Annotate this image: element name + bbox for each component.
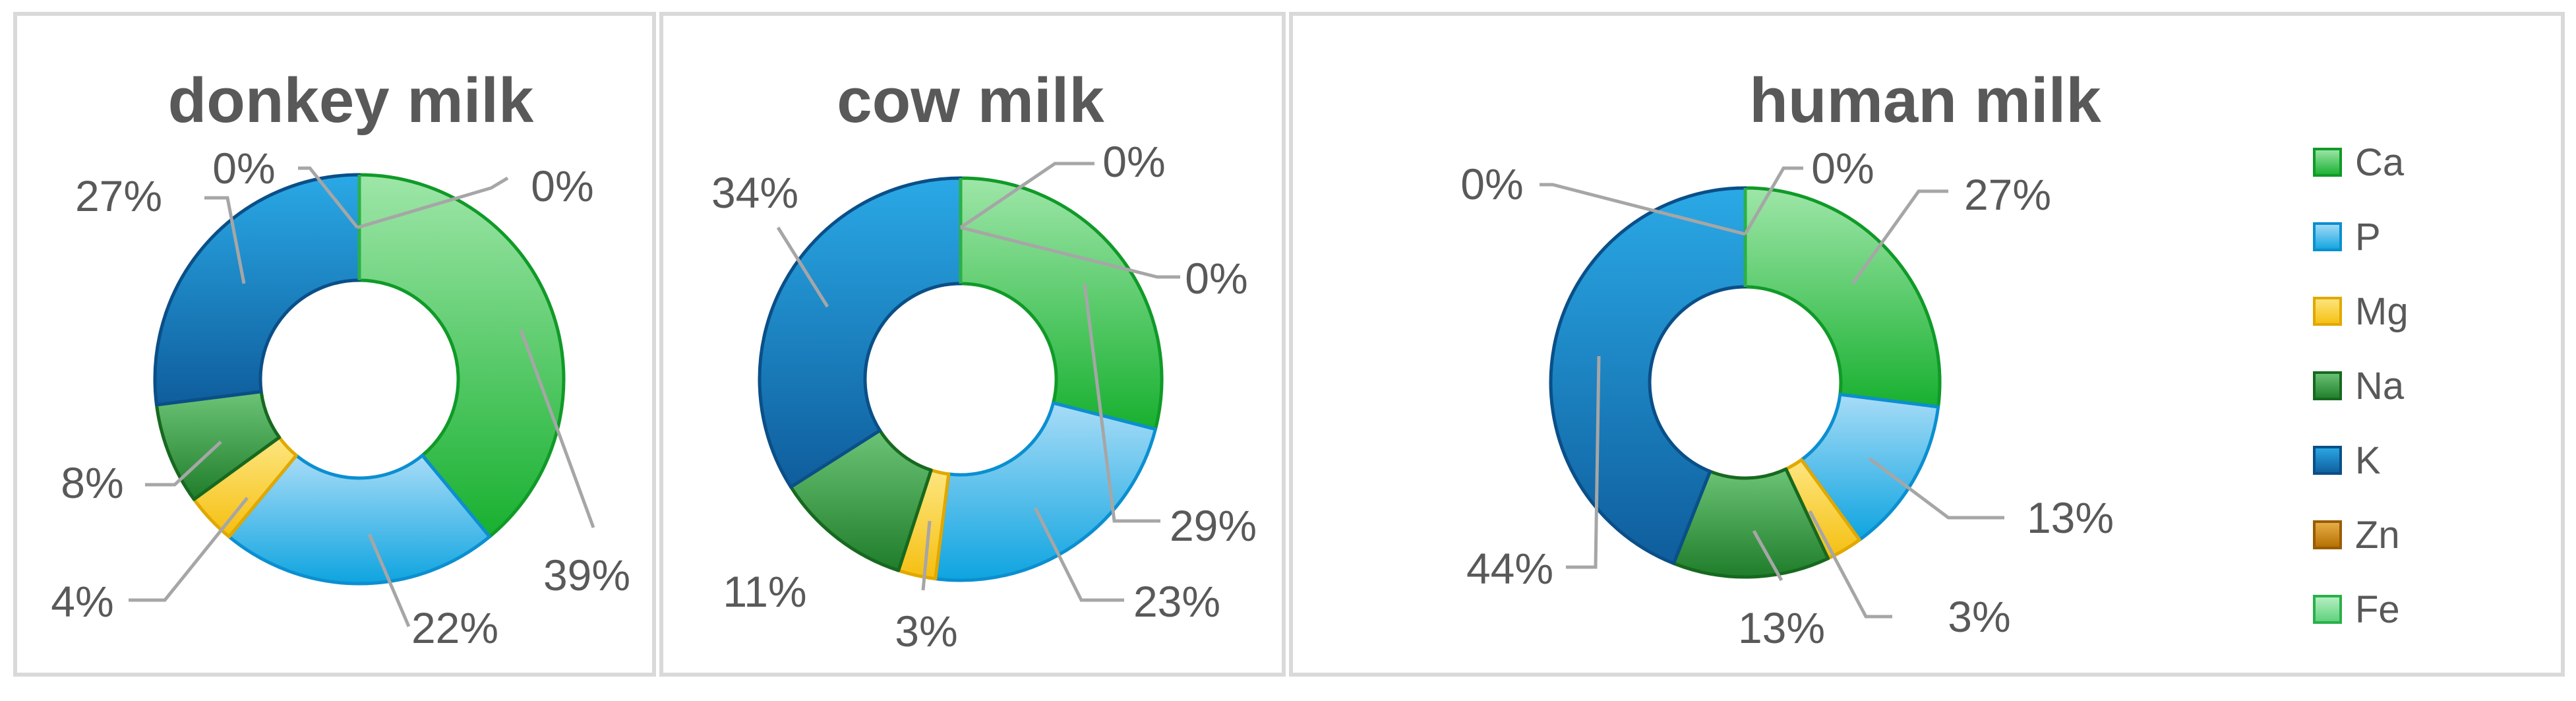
data-label-human-milk-mg: 3% — [1948, 592, 2010, 641]
data-label-human-milk-zn: 0% — [1460, 160, 1523, 208]
legend-label-mg: Mg — [2355, 290, 2409, 333]
leader-line-donkey-milk-k — [204, 196, 246, 284]
legend: Ca P Mg Na K Zn Fe — [2313, 141, 2409, 631]
legend-swatch-mg — [2313, 297, 2342, 326]
donut-slice-cow-milk-ca — [959, 176, 1164, 431]
data-label-donkey-milk-na: 8% — [61, 458, 123, 507]
leader-line-donkey-milk-na — [145, 441, 222, 487]
data-label-human-milk-na: 13% — [1738, 603, 1825, 652]
leader-line-donkey-milk-ca — [519, 329, 595, 528]
data-label-cow-milk-fe: 0% — [1185, 254, 1247, 303]
legend-label-k: K — [2355, 439, 2381, 482]
donut-slice-human-milk-k — [1549, 186, 1747, 565]
donut-slice-cow-milk-p — [934, 401, 1157, 582]
chart-title-donkey-milk: donkey milk — [168, 65, 534, 136]
chart-title-human-milk: human milk — [1749, 65, 2101, 136]
leader-line-cow-milk-p — [1033, 506, 1124, 602]
data-label-cow-milk-ca: 29% — [1170, 501, 1257, 550]
data-label-donkey-milk-zn: 0% — [212, 144, 275, 193]
legend-label-ca: Ca — [2355, 141, 2405, 184]
data-label-donkey-milk-mg: 4% — [51, 577, 113, 626]
leader-line-donkey-milk-zn — [298, 166, 359, 229]
data-label-donkey-milk-k: 27% — [75, 171, 162, 220]
donut-slice-human-milk-p — [1799, 392, 1940, 542]
donut-slice-human-milk-ca — [1743, 186, 1942, 409]
legend-swatch-k — [2313, 446, 2342, 475]
leader-line-cow-milk-zn — [959, 162, 1094, 229]
data-label-cow-milk-mg: 3% — [895, 607, 957, 655]
data-label-cow-milk-k: 34% — [711, 168, 798, 217]
leader-line-donkey-milk-fe — [357, 176, 509, 229]
data-label-human-milk-fe: 0% — [1811, 144, 1874, 193]
data-label-donkey-milk-ca: 39% — [543, 551, 630, 599]
data-label-cow-milk-p: 23% — [1133, 577, 1220, 626]
data-label-donkey-milk-fe: 0% — [531, 162, 593, 210]
chart-title-cow-milk: cow milk — [837, 65, 1104, 136]
leader-line-cow-milk-k — [776, 226, 829, 308]
leader-line-human-milk-zn — [1540, 183, 1746, 236]
data-label-human-milk-k: 44% — [1466, 544, 1553, 593]
legend-swatch-fe — [2313, 595, 2342, 624]
leader-line-human-milk-fe — [1743, 166, 1803, 235]
leader-line-human-milk-p — [1868, 457, 2004, 520]
leader-line-donkey-milk-p — [367, 533, 411, 627]
leader-line-human-milk-na — [1752, 530, 1783, 582]
leader-line-human-milk-k — [1566, 355, 1601, 569]
donut-slice-cow-milk-k — [758, 176, 963, 489]
data-label-human-milk-ca: 27% — [1964, 170, 2051, 219]
donut-slice-human-milk-na — [1671, 467, 1830, 579]
legend-label-na: Na — [2355, 365, 2405, 408]
legend-label-fe: Fe — [2355, 588, 2400, 631]
legend-swatch-na — [2313, 371, 2342, 400]
leader-line-donkey-milk-mg — [129, 497, 249, 602]
leader-line-human-milk-ca — [1851, 189, 1948, 285]
leader-line-cow-milk-mg — [921, 520, 932, 591]
leader-line-human-milk-mg — [1808, 510, 1892, 619]
leader-line-cow-milk-fe — [960, 226, 1180, 279]
donut-slice-donkey-milk-k — [153, 173, 361, 407]
leader-line-cow-milk-ca — [1083, 283, 1160, 523]
data-label-human-milk-p: 13% — [2027, 493, 2114, 542]
legend-label-zn: Zn — [2355, 514, 2400, 557]
legend-swatch-p — [2313, 222, 2342, 251]
legend-label-p: P — [2355, 216, 2381, 259]
data-label-cow-milk-zn: 0% — [1102, 137, 1165, 186]
donut-slice-donkey-milk-ca — [357, 173, 566, 539]
data-label-cow-milk-na: 11% — [723, 567, 806, 616]
legend-swatch-zn — [2313, 520, 2342, 549]
donut-slice-donkey-milk-p — [227, 454, 492, 586]
legend-swatch-ca — [2313, 148, 2342, 177]
data-label-donkey-milk-p: 22% — [411, 603, 498, 652]
